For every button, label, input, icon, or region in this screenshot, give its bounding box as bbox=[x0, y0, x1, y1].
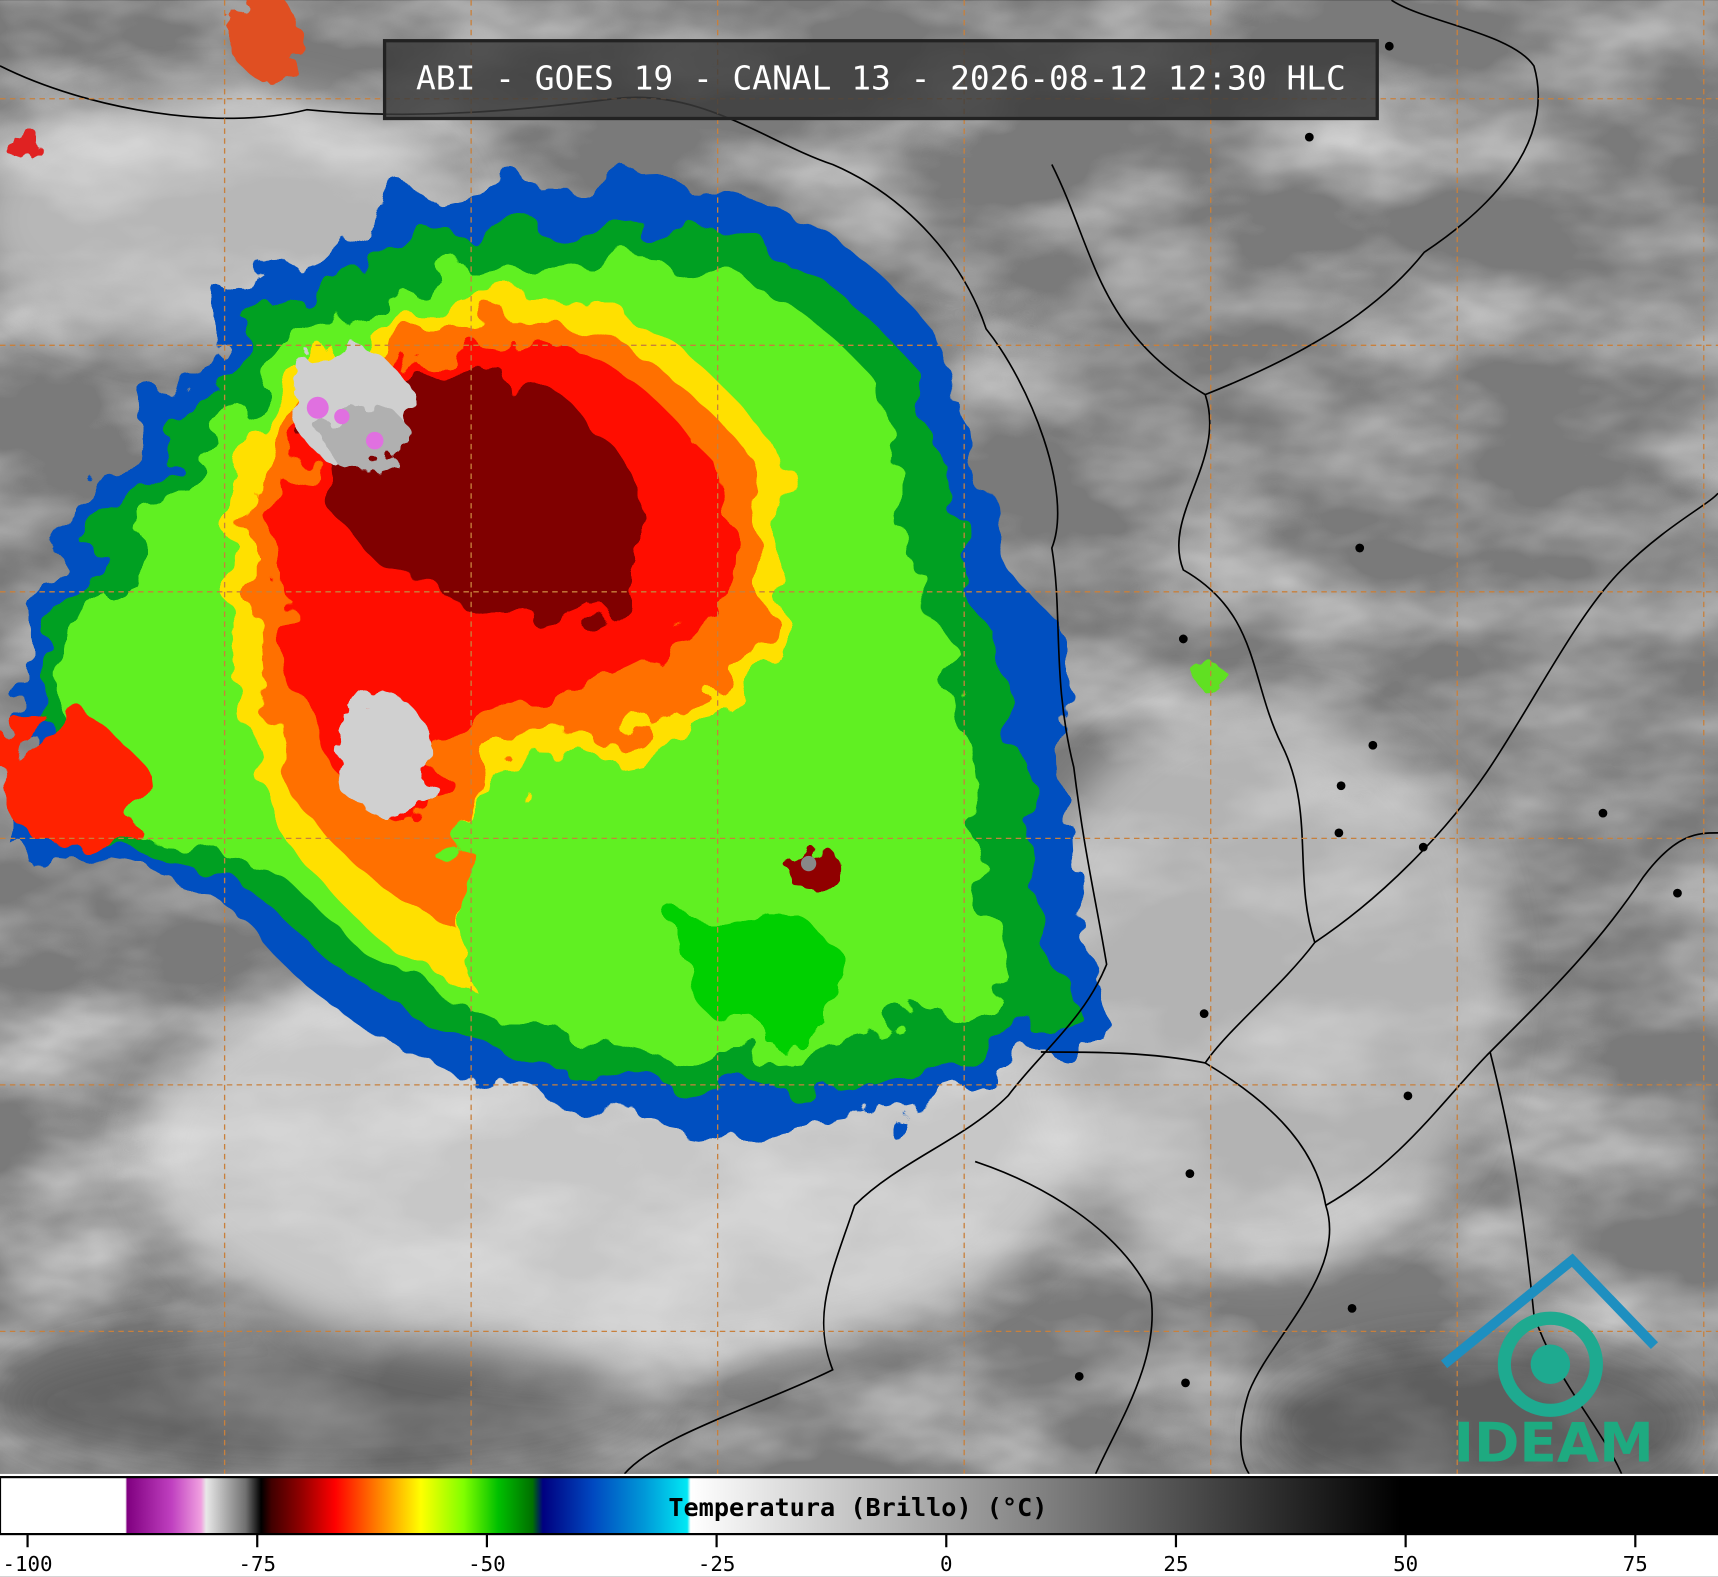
colorbar-ticks: -100 -75 -50 -25 0 25 50 75 bbox=[3, 1534, 1648, 1576]
logo-text: IDEAM bbox=[1454, 1411, 1654, 1475]
overshooting-tops bbox=[306, 396, 817, 872]
tick-label: 50 bbox=[1393, 1552, 1418, 1576]
title-box bbox=[382, 39, 1379, 121]
tick-label: -75 bbox=[238, 1552, 276, 1576]
tick-label: -100 bbox=[3, 1552, 53, 1576]
tick-label: -25 bbox=[698, 1552, 736, 1576]
logo: IDEAM bbox=[1440, 1253, 1659, 1475]
colorbar bbox=[0, 1476, 1718, 1536]
tick-label: 0 bbox=[940, 1552, 953, 1576]
tick-label: -50 bbox=[468, 1552, 506, 1576]
tick-label: 75 bbox=[1623, 1552, 1648, 1576]
cities bbox=[1074, 41, 1682, 1388]
tick-label: 25 bbox=[1163, 1552, 1188, 1576]
colorbar-label: Temperatura (Brillo) (°C) bbox=[668, 1493, 1047, 1522]
bright-clouds bbox=[0, 87, 1699, 1513]
title: ABI - GOES 19 - CANAL 13 - 2026-08-12 12… bbox=[416, 59, 1346, 98]
